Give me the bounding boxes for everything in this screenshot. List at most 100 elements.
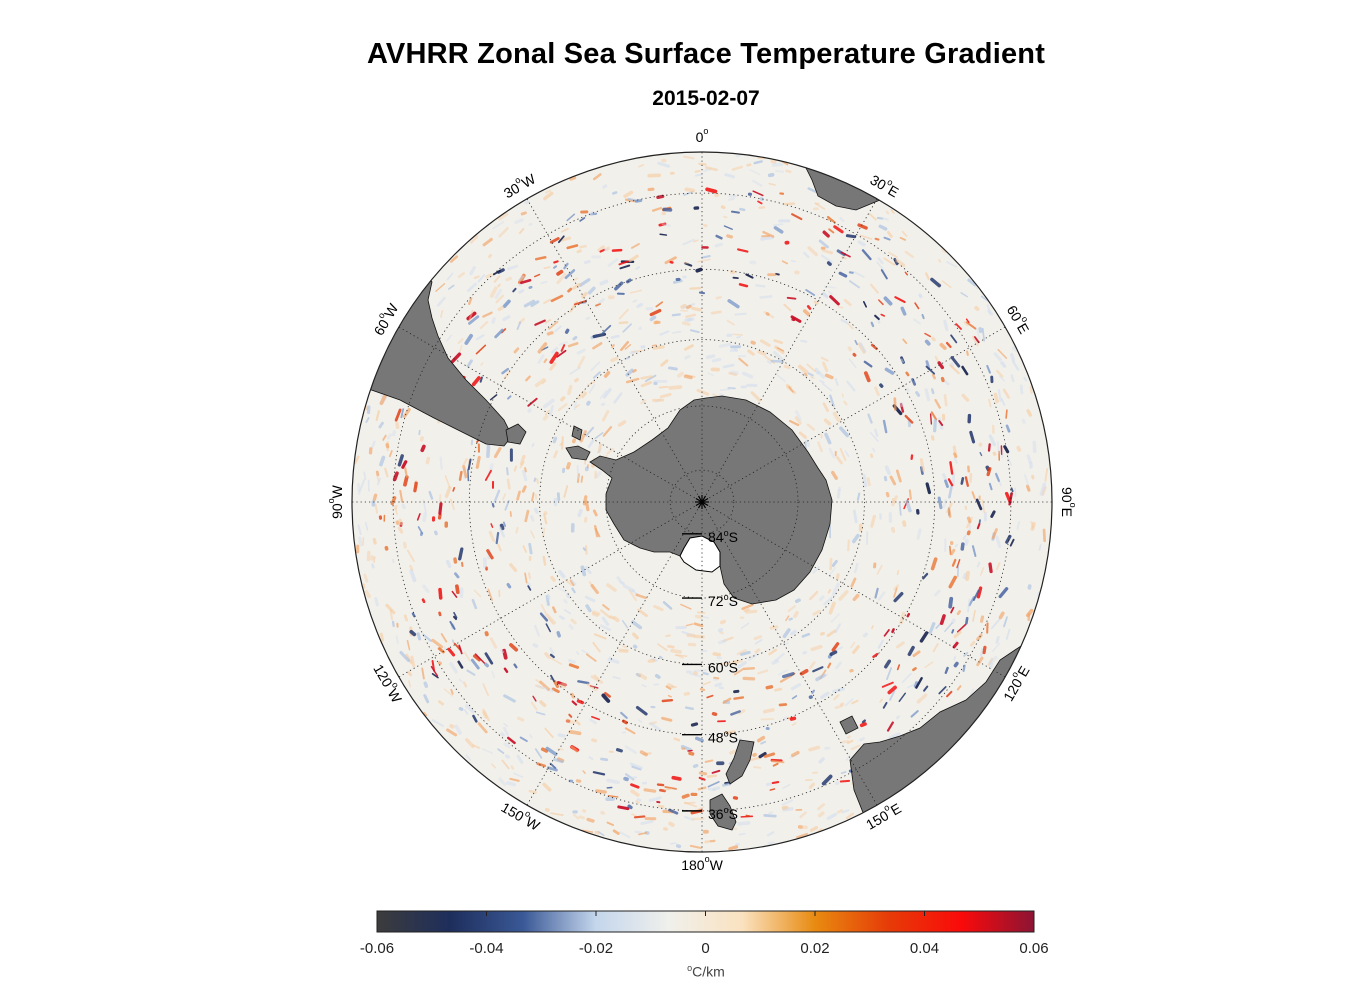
sst-streak	[824, 373, 834, 380]
sst-streak	[503, 722, 509, 728]
sst-streak	[863, 371, 871, 383]
sst-streak	[389, 450, 393, 458]
sst-streak	[884, 367, 895, 375]
sst-streak	[458, 547, 464, 561]
sst-streak	[530, 530, 535, 539]
sst-streak	[802, 650, 807, 655]
sst-streak	[968, 521, 971, 532]
sst-streak	[770, 159, 777, 164]
sst-streak	[930, 411, 938, 421]
sst-streak	[618, 321, 629, 325]
sst-streak	[685, 313, 697, 318]
sst-streak	[990, 510, 996, 518]
sst-streak	[791, 750, 800, 758]
sst-streak	[540, 281, 548, 284]
sst-streak	[895, 258, 906, 268]
sst-streak	[688, 751, 695, 756]
sst-streak	[831, 470, 838, 480]
sst-streak	[693, 239, 699, 243]
sst-streak	[861, 719, 866, 724]
sst-streak	[431, 659, 436, 672]
sst-streak	[482, 311, 493, 318]
sst-streak	[465, 754, 472, 761]
sst-streak	[939, 343, 947, 350]
sst-streak	[900, 358, 904, 363]
tierra-del-fuego	[505, 423, 527, 445]
sst-streak	[791, 317, 796, 322]
sst-streak	[905, 371, 910, 377]
sst-streak	[673, 737, 681, 742]
sst-streak	[767, 841, 775, 845]
sst-streak	[896, 664, 901, 671]
sst-streak	[883, 236, 891, 241]
sst-streak	[624, 344, 632, 350]
sst-streak	[378, 515, 383, 520]
sst-streak	[822, 402, 830, 413]
sst-streak	[417, 526, 424, 535]
sst-streak	[853, 562, 859, 574]
sst-streak	[978, 327, 983, 334]
sst-streak	[519, 736, 528, 743]
sst-streak	[534, 319, 546, 326]
sst-streak	[507, 736, 516, 745]
sst-streak	[920, 466, 924, 475]
sst-streak	[924, 339, 931, 346]
sst-streak	[534, 748, 543, 759]
sst-streak	[463, 681, 468, 688]
sst-streak	[640, 819, 654, 826]
sst-streak	[728, 195, 737, 198]
latitude-label: 84oS	[708, 528, 738, 545]
sst-streak	[467, 469, 470, 482]
sst-streak	[703, 223, 708, 228]
sst-streak	[976, 586, 983, 599]
sst-streak	[956, 623, 967, 633]
sst-streak	[554, 325, 562, 333]
sst-streak	[459, 587, 464, 598]
sst-streak	[904, 250, 914, 259]
sst-streak	[810, 644, 823, 652]
sst-streak	[893, 584, 900, 591]
sst-streak	[458, 344, 463, 355]
sst-streak	[790, 629, 797, 636]
sst-streak	[987, 309, 994, 316]
sst-streak	[364, 522, 369, 531]
sst-streak	[952, 641, 959, 649]
sst-streak	[768, 182, 776, 186]
sst-streak	[475, 334, 485, 341]
sst-streak	[885, 491, 890, 498]
sst-streak	[881, 681, 894, 688]
sst-streak	[831, 559, 838, 567]
sst-streak	[823, 596, 833, 606]
sst-streak	[362, 583, 366, 589]
latitude-circle	[468, 268, 936, 736]
sst-streak	[528, 789, 537, 794]
sst-streak	[431, 719, 444, 727]
sst-streak	[749, 169, 761, 176]
sst-streak	[523, 299, 536, 308]
sst-streak	[956, 559, 961, 569]
sst-streak	[964, 505, 968, 510]
sst-streak	[375, 410, 380, 422]
sst-streak	[769, 625, 779, 630]
sst-streak	[510, 765, 515, 770]
sst-streak	[661, 211, 666, 216]
sst-streak	[602, 388, 612, 399]
sst-streak	[704, 759, 714, 763]
sst-streak	[728, 197, 735, 201]
sst-streak	[530, 300, 540, 308]
sst-streak	[742, 371, 754, 379]
sst-streak	[732, 796, 739, 800]
sst-streak	[676, 844, 682, 849]
sst-streak	[571, 700, 578, 706]
sst-streak	[841, 393, 845, 398]
sst-streak	[451, 590, 458, 598]
sst-streak	[830, 613, 840, 623]
sst-streak	[394, 408, 402, 422]
sst-streak	[497, 305, 505, 312]
sst-streak	[586, 682, 598, 692]
sst-streak	[509, 563, 518, 572]
sst-streak	[537, 354, 545, 365]
sst-streak	[843, 400, 848, 406]
graticule	[352, 152, 1052, 852]
sst-streak	[737, 248, 749, 253]
